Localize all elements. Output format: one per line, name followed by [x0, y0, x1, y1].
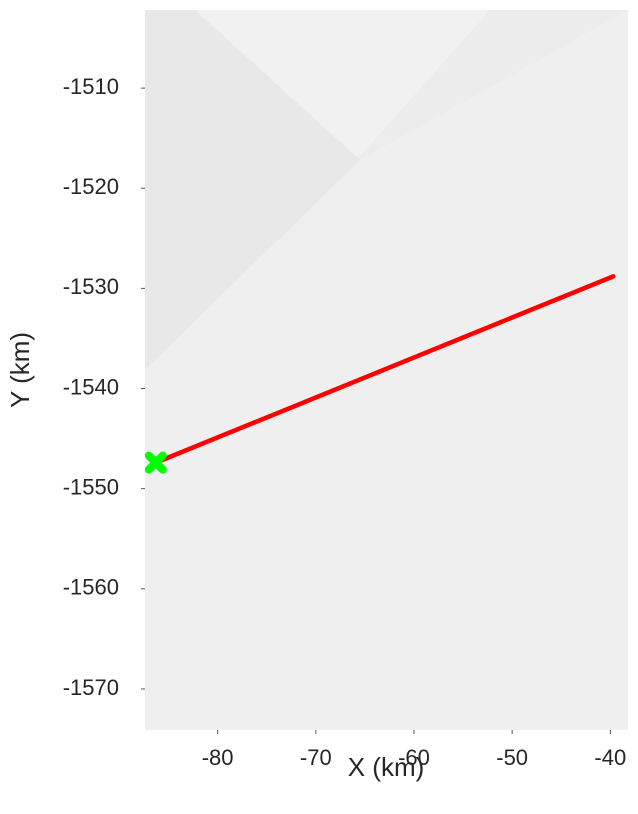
start-marker — [149, 456, 163, 470]
y-axis-label: Y (km) — [5, 332, 35, 408]
y-tick-label: -1510 — [63, 74, 119, 99]
y-tick-label: -1530 — [63, 274, 119, 299]
x-tick-label: -40 — [594, 745, 626, 770]
y-tick-label: -1570 — [63, 675, 119, 700]
y-tick-label: -1520 — [63, 174, 119, 199]
y-tick-label: -1540 — [63, 374, 119, 399]
y-tick-label: -1550 — [63, 474, 119, 499]
x-tick-label: -80 — [202, 745, 234, 770]
x-tick-label: -70 — [300, 745, 332, 770]
x-tick-label: -50 — [496, 745, 528, 770]
chart: X (km) Y (km) -80-70-60-50-40-1510-1520-… — [0, 0, 638, 814]
page: X (km) Y (km) -80-70-60-50-40-1510-1520-… — [0, 0, 638, 814]
y-tick-label: -1560 — [63, 575, 119, 600]
x-tick-label: -60 — [398, 745, 430, 770]
